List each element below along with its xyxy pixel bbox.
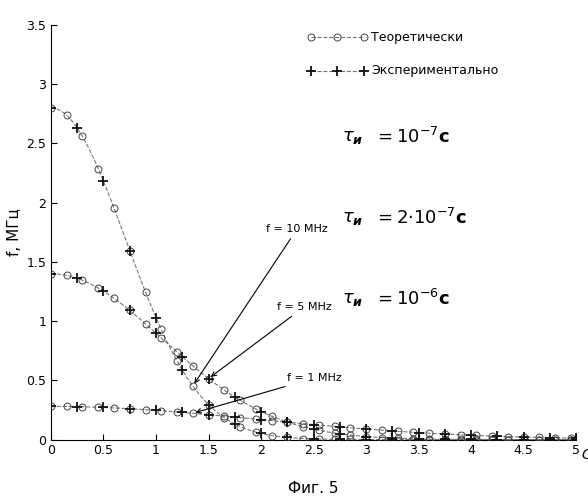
Text: f = 5 MHz: f = 5 MHz <box>212 302 332 376</box>
Text: $= 10^{-6}$с: $= 10^{-6}$с <box>374 288 450 308</box>
Text: $\tau_\mathregular{и}$: $\tau_\mathregular{и}$ <box>342 290 364 308</box>
Text: $=2{\cdot}10^{-7}$с: $=2{\cdot}10^{-7}$с <box>374 208 467 228</box>
Text: C₂/σ: C₂/σ <box>582 448 588 462</box>
Text: $= 10^{-7}$с: $= 10^{-7}$с <box>374 127 450 147</box>
Text: Фиг. 5: Фиг. 5 <box>288 481 339 496</box>
Text: Экспериментально: Экспериментально <box>372 64 499 77</box>
Text: f = 1 MHz: f = 1 MHz <box>196 373 342 413</box>
Text: Теоретически: Теоретически <box>372 31 463 44</box>
Y-axis label: f, МГц: f, МГц <box>7 208 22 256</box>
Text: f = 10 MHz: f = 10 MHz <box>195 224 328 382</box>
Text: $\tau_\mathregular{и}$: $\tau_\mathregular{и}$ <box>342 128 364 146</box>
Text: $\tau_\mathregular{и}$: $\tau_\mathregular{и}$ <box>342 209 364 227</box>
